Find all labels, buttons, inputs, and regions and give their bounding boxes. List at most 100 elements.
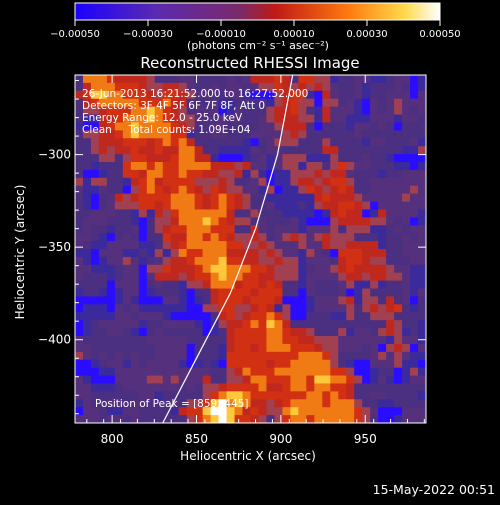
heatmap-pixel — [282, 343, 291, 353]
heatmap-pixel — [402, 90, 411, 100]
heatmap-pixel — [226, 185, 236, 195]
heatmap-pixel — [306, 249, 315, 258]
heatmap-pixel — [178, 296, 188, 305]
heatmap-pixel — [162, 177, 172, 187]
heatmap-pixel — [122, 415, 132, 423]
heatmap-pixel — [114, 82, 124, 92]
heatmap-pixel — [75, 288, 84, 298]
heatmap-pixel — [274, 233, 284, 242]
heatmap-pixel — [138, 272, 148, 282]
heatmap-pixel — [226, 177, 236, 187]
heatmap-pixel — [186, 320, 196, 329]
heatmap-pixel — [394, 90, 403, 100]
heatmap-pixel — [75, 193, 84, 203]
heatmap-pixel — [362, 391, 371, 400]
heatmap-pixel — [146, 304, 156, 313]
heatmap-pixel — [418, 256, 426, 266]
heatmap-pixel — [282, 328, 291, 337]
heatmap-pixel — [306, 217, 315, 226]
heatmap-pixel — [146, 106, 156, 116]
heatmap-pixel — [402, 154, 411, 163]
heatmap-pixel — [410, 367, 419, 377]
heatmap-pixel — [162, 249, 172, 258]
heatmap-pixel — [314, 82, 323, 92]
heatmap-pixel — [194, 320, 204, 329]
heatmap-pixel — [202, 98, 212, 108]
heatmap-pixel — [194, 162, 204, 171]
heatmap-pixel — [378, 130, 387, 139]
heatmap-pixel — [82, 351, 92, 361]
heatmap-pixel — [234, 75, 244, 84]
heatmap-pixel — [282, 280, 291, 290]
heatmap-pixel — [266, 304, 276, 313]
heatmap-pixel — [106, 264, 116, 274]
heatmap-pixel — [122, 146, 132, 155]
heatmap-pixel — [90, 367, 100, 377]
heatmap-pixel — [234, 280, 244, 290]
heatmap-pixel — [242, 169, 252, 179]
heatmap-pixel — [418, 249, 426, 258]
heatmap-pixel — [218, 217, 228, 226]
heatmap-pixel — [218, 193, 228, 203]
heatmap-pixel — [138, 146, 148, 155]
heatmap-pixel — [146, 146, 156, 155]
heatmap-pixel — [106, 75, 116, 84]
heatmap-pixel — [290, 288, 299, 298]
heatmap-pixel — [314, 209, 323, 218]
heatmap-pixel — [338, 209, 347, 218]
heatmap-pixel — [338, 328, 347, 337]
heatmap-pixel — [306, 359, 315, 369]
heatmap-pixel — [346, 336, 355, 345]
heatmap-pixel — [274, 256, 284, 266]
heatmap-pixel — [410, 415, 419, 423]
heatmap-pixel — [122, 399, 132, 408]
heatmap-pixel — [162, 328, 172, 337]
heatmap-pixel — [410, 114, 419, 124]
heatmap-pixel — [346, 415, 355, 423]
heatmap-pixel — [162, 217, 172, 226]
heatmap-pixel — [98, 320, 108, 329]
heatmap-pixel — [218, 201, 228, 211]
heatmap-pixel — [258, 391, 268, 400]
heatmap-pixel — [218, 106, 228, 116]
heatmap-pixel — [394, 98, 403, 108]
heatmap-pixel — [114, 288, 124, 298]
heatmap-pixel — [394, 225, 403, 234]
heatmap-pixel — [90, 249, 100, 258]
heatmap-pixel — [138, 233, 148, 242]
heatmap-pixel — [354, 169, 363, 179]
heatmap-pixel — [346, 75, 355, 84]
heatmap-pixel — [386, 90, 395, 100]
x-tick-label: 800 — [101, 432, 124, 446]
heatmap-pixel — [346, 241, 355, 250]
heatmap-pixel — [210, 288, 220, 298]
heatmap-pixel — [418, 75, 426, 84]
heatmap-pixel — [250, 288, 260, 298]
heatmap-pixel — [418, 264, 426, 274]
heatmap-pixel — [154, 375, 164, 385]
heatmap-pixel — [218, 162, 228, 171]
heatmap-pixel — [370, 138, 379, 147]
heatmap-pixel — [386, 359, 395, 369]
heatmap-pixel — [290, 82, 299, 92]
heatmap-pixel — [138, 367, 148, 377]
colorbar: −0.00050 −0.00030 −0.00010 0.00010 0.00030 0.… — [50, 2, 461, 52]
heatmap-pixel — [122, 280, 132, 290]
heatmap-pixel — [378, 201, 387, 211]
heatmap-pixel — [346, 288, 355, 298]
heatmap-pixel — [130, 296, 140, 305]
heatmap-pixel — [290, 359, 299, 369]
heatmap-pixel — [98, 185, 108, 195]
heatmap-pixel — [114, 130, 124, 139]
heatmap-pixel — [298, 383, 307, 392]
heatmap-pixel — [386, 264, 395, 274]
heatmap-pixel — [162, 304, 172, 313]
heatmap-pixel — [370, 256, 379, 266]
colorbar-gradient — [74, 2, 441, 21]
heatmap-pixel — [226, 320, 236, 329]
heatmap-pixel — [226, 256, 236, 266]
heatmap-pixel — [82, 185, 92, 195]
heatmap-pixel — [234, 296, 244, 305]
heatmap-pixel — [170, 367, 180, 377]
heatmap-pixel — [362, 201, 371, 211]
